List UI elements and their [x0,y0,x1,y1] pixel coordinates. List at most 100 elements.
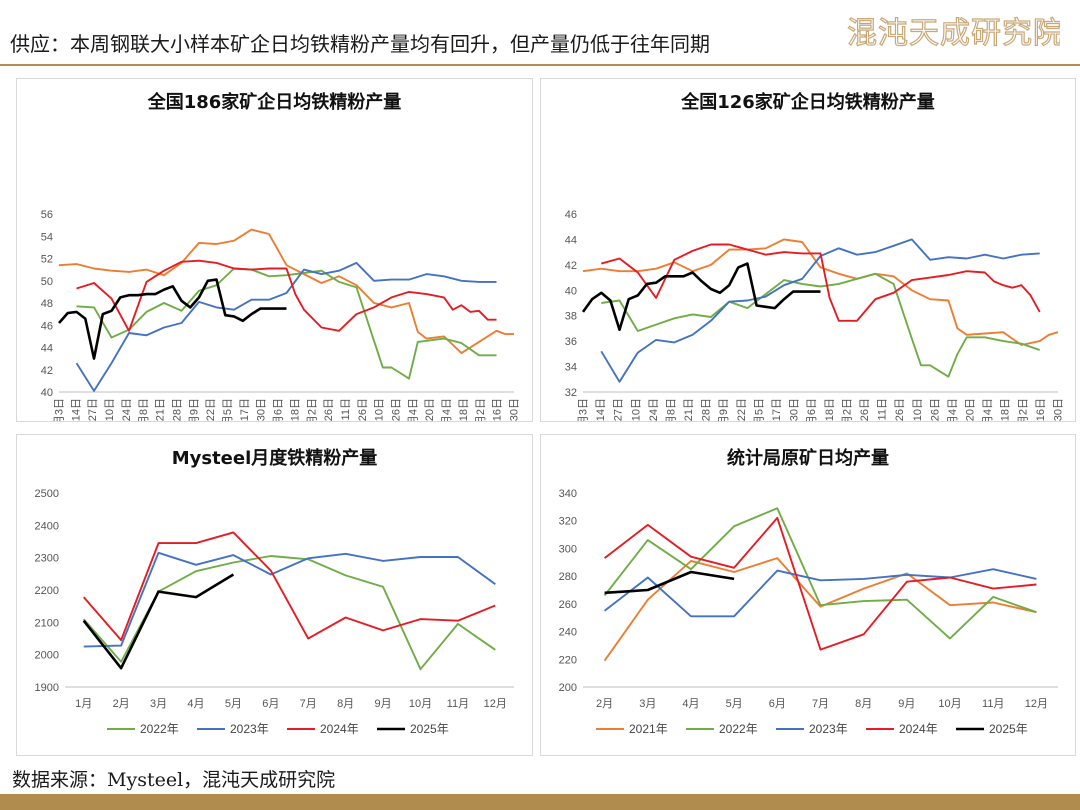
legend-label: 2022年 [719,722,758,736]
x-tick-label: 8月 [337,698,354,710]
series-line [600,238,1040,383]
x-tick-label: 4月9日 [718,398,730,421]
chart-title: 全国186家矿企日均铁精粉产量 [147,91,402,113]
x-tick-label: 1月27日 [613,398,625,421]
x-tick-label: 4月22日 [736,398,748,421]
x-tick-label: 12月 [484,698,507,710]
chart-126-mines: 全国126家矿企日均铁精粉产量 32 34 36 38 40 42 44 46 1月3日 1月14日… [565,91,1065,421]
x-tick-label: 2月10日 [630,398,642,421]
y-tick-label: 32 [565,387,577,399]
series-line [601,243,1041,322]
y-tick-label: 260 [559,599,577,611]
x-tick-label: 11月 [447,698,469,710]
x-tick-label: 8月11日 [877,398,889,421]
y-tick-label: 280 [559,571,577,583]
x-tick-label: 1月3日 [54,398,66,421]
x-tick-label: 4月 [682,698,699,710]
chart-title: 统计局原矿日均产量 [727,447,889,469]
source-note: 数据来源：Mysteel，混沌天成研究院 [12,769,336,791]
x-tick-label: 3月 [150,698,167,710]
y-tick-label: 320 [559,516,577,528]
x-tick-label: 4月9日 [188,398,200,421]
x-tick-label: 5月30日 [256,398,268,421]
legend-label: 2024年 [320,722,359,736]
x-tick-label: 6月 [769,698,786,710]
x-tick-label: 12月16日 [492,398,504,421]
legend-label: 2025年 [989,722,1028,736]
series-line [604,570,735,595]
chart-panel-nbs-ore: 统计局原矿日均产量 200 220 240 260 280 300 320 340 2月 3月 4月 5… [540,434,1076,756]
y-tick-label: 2300 [35,553,59,565]
x-tick-label: 5月17日 [239,398,251,421]
chart-panel-186: 全国186家矿企日均铁精粉产量 40 42 44 46 48 50 52 54 56 1月3日 1月1… [16,78,533,422]
y-tick-label: 42 [565,260,577,272]
x-tick-label: 7月 [300,698,317,710]
y-tick-label: 200 [559,682,577,694]
series-line [581,262,821,331]
x-tick-label: 10月20日 [965,398,977,421]
x-tick-label: 11月4日 [982,398,994,421]
series-line [75,261,497,392]
x-tick-label: 6月18日 [289,398,301,421]
chart-mysteel-monthly: Mysteel月度铁精粉产量 1900 2000 2100 2200 2300 2400 25… [35,447,514,736]
x-tick-label: 9月10日 [374,398,386,421]
x-tick-label: 1月27日 [87,398,99,421]
x-tick-label: 8月 [855,698,872,710]
x-tick-label: 7月26日 [323,398,335,421]
y-tick-label: 220 [559,654,577,666]
x-tick-label: 11月18日 [1000,398,1012,421]
x-tick-label: 4月 [187,698,204,710]
y-tick-label: 240 [559,627,577,639]
y-tick-label: 2200 [35,585,59,597]
y-tick-label: 2500 [35,488,59,500]
y-tick-label: 40 [41,387,53,399]
x-tick-label: 8月26日 [894,398,906,421]
x-tick-label: 3月21日 [683,398,695,421]
brand-logo-text: 混沌天成研究院 [847,16,1060,51]
x-tick-label: 3月21日 [155,398,167,421]
x-tick-label: 6月 [262,698,279,710]
legend-label: 2023年 [230,722,269,736]
series-line [82,531,496,642]
x-tick-label: 9月10日 [912,398,924,421]
x-tick-label: 12月30日 [1053,398,1065,421]
x-tick-label: 4月22日 [205,398,217,421]
x-tick-label: 7月26日 [859,398,871,421]
series-line [76,267,497,380]
x-tick-label: 8月26日 [357,398,369,421]
y-tick-label: 300 [559,543,577,555]
x-tick-label: 3月8日 [665,398,677,421]
x-tick-label: 7月2日 [306,398,318,421]
x-tick-label: 1月3日 [578,398,590,421]
legend-label: 2022年 [140,722,179,736]
x-tick-label: 10月20日 [424,398,436,421]
header: 供应：本周钢联大小样本矿企日均铁精粉产量均有回升，但产量仍低于往年同期 混沌天成… [0,0,1080,66]
y-tick-label: 34 [565,362,577,374]
series-line [82,573,235,670]
x-tick-label: 10月 [938,698,961,710]
x-tick-label: 5月 [726,698,743,710]
series-line [603,507,1037,640]
x-tick-label: 5月5日 [753,398,765,421]
x-tick-label: 11月 [982,698,1004,710]
series-line [76,259,497,332]
y-tick-label: 340 [559,488,577,500]
y-tick-label: 56 [41,209,53,221]
x-tick-label: 2月 [113,698,130,710]
page-title: 供应：本周钢联大小样本矿企日均铁精粉产量均有回升，但产量仍低于往年同期 [10,32,710,56]
y-tick-label: 2400 [35,520,59,532]
x-tick-label: 12月2日 [475,398,487,421]
x-tick-label: 5月17日 [771,398,783,421]
x-tick-label: 5月 [225,698,242,710]
y-tick-label: 46 [565,209,577,221]
x-tick-label: 9月 [374,698,391,710]
x-tick-label: 6月6日 [806,398,818,421]
x-tick-label: 1月 [75,698,92,710]
footer-bar [0,794,1080,810]
y-tick-label: 40 [565,285,577,297]
y-tick-label: 42 [41,365,53,377]
x-tick-label: 5月5日 [222,398,234,421]
x-tick-label: 10月4日 [947,398,959,421]
chart-panel-126: 全国126家矿企日均铁精粉产量 32 34 36 38 40 42 44 46 1月3日 1月14日… [540,78,1076,422]
chart-panel-mysteel-monthly: Mysteel月度铁精粉产量 1900 2000 2100 2200 2300 2400 25… [16,434,533,756]
